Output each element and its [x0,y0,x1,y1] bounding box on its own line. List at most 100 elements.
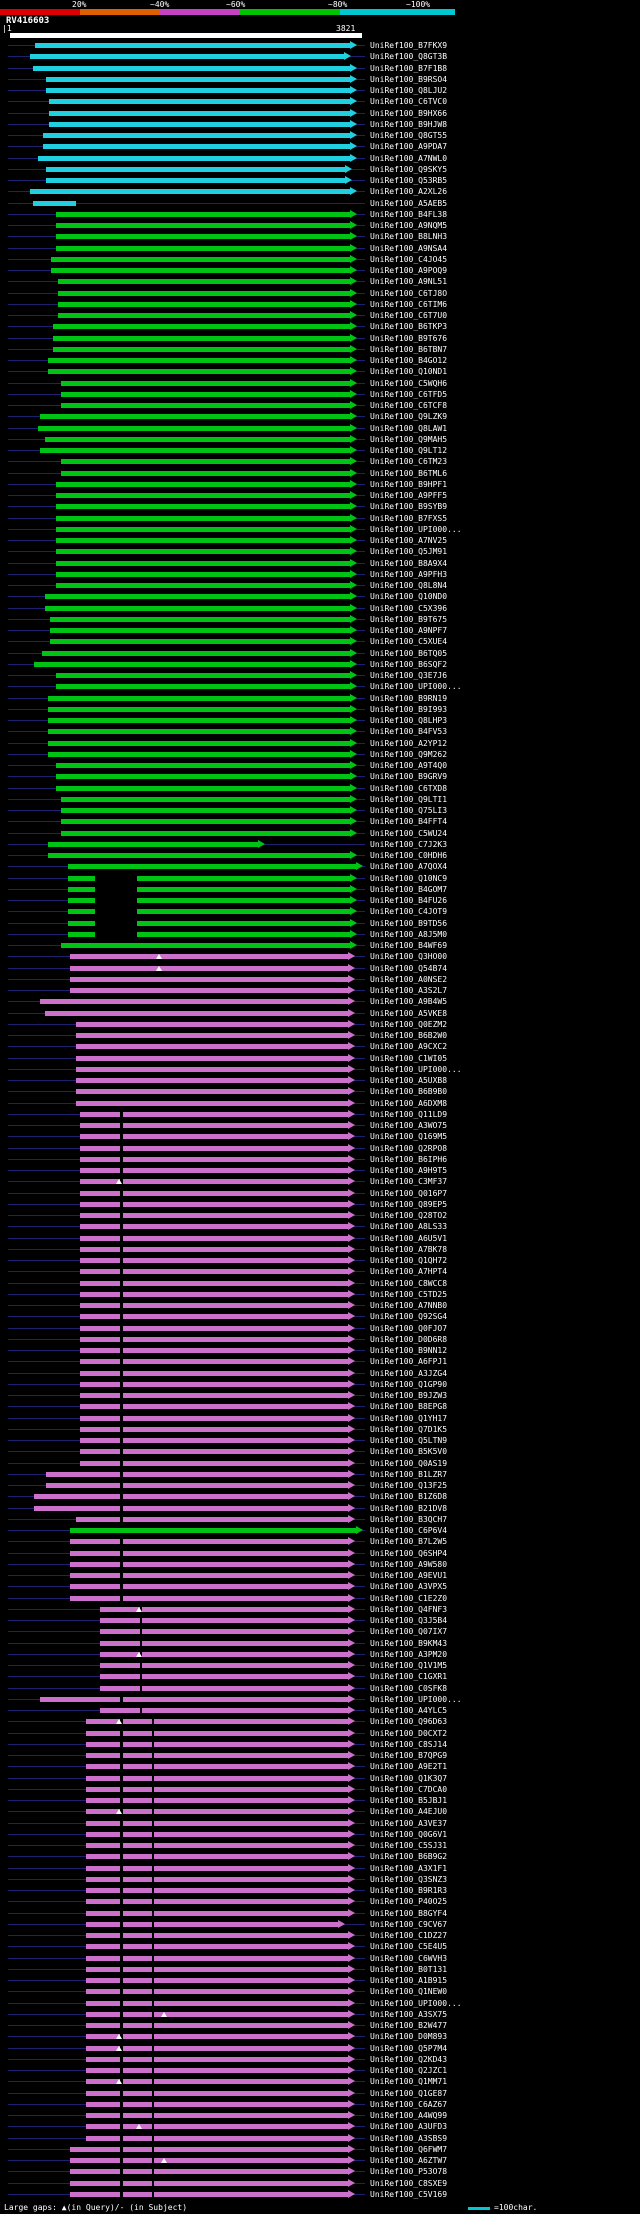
hit-bar[interactable] [86,1888,348,1893]
hit-label[interactable]: UniRef100_B8GYF4 [370,1908,448,1918]
hit-label[interactable]: UniRef100_A8LS33 [370,1222,448,1232]
hit-bar[interactable] [80,1201,348,1207]
hit-bar[interactable] [80,1269,348,1275]
hit-label[interactable]: UniRef100_B6SQF2 [370,659,448,669]
hit-label[interactable]: UniRef100_A2YP12 [370,738,448,748]
hit-label[interactable]: UniRef100_A9NSA4 [370,243,448,253]
hit-label[interactable]: UniRef100_B9SYB9 [370,502,448,512]
hit-bar[interactable] [70,1584,348,1590]
hit-label[interactable]: UniRef100_Q9LTI1 [370,794,448,804]
hit-label[interactable]: UniRef100_C8WCC8 [370,1278,448,1288]
hit-bar[interactable] [48,740,350,746]
hit-label[interactable]: UniRef100_Q9MAH5 [370,434,448,444]
hit-bar[interactable] [80,1314,348,1320]
hit-label[interactable]: UniRef100_B7QPG9 [370,1751,448,1760]
hit-bar[interactable] [49,99,350,105]
hit-label[interactable]: UniRef100_Q169M5 [370,1132,448,1142]
hit-bar[interactable] [56,560,350,566]
hit-bar[interactable] [48,718,350,723]
hit-label[interactable]: UniRef100_C1GXR1 [370,1672,448,1682]
hit-label[interactable]: UniRef100_Q75LI3 [370,806,448,815]
hit-bar[interactable] [70,988,348,993]
hit-label[interactable]: UniRef100_A3SBS9 [370,2133,448,2143]
hit-label[interactable]: UniRef100_Q8GT55 [370,131,448,140]
hit-bar[interactable] [68,931,350,937]
hit-bar[interactable] [80,1325,348,1331]
hit-bar[interactable] [86,2079,348,2085]
hit-bar[interactable] [48,695,350,701]
hit-label[interactable]: UniRef100_Q3HO00 [370,952,448,962]
hit-label[interactable]: UniRef100_A0NSE2 [370,974,448,984]
hit-bar[interactable] [80,1348,348,1353]
hit-label[interactable]: UniRef100_Q5P7M4 [370,2043,448,2053]
hit-bar[interactable] [86,1933,348,1938]
hit-bar[interactable] [58,313,350,318]
hit-label[interactable]: UniRef100_Q13F25 [370,1481,448,1490]
hit-bar[interactable] [80,1415,348,1421]
hit-label[interactable]: UniRef100_B4FU26 [370,896,448,905]
hit-bar[interactable] [61,796,350,802]
hit-label[interactable]: UniRef100_A3SX75 [370,2009,448,2019]
hit-bar[interactable] [80,1235,348,1241]
hit-label[interactable]: UniRef100_A7QOX4 [370,862,448,872]
hit-label[interactable]: UniRef100_B7L2W5 [370,1537,448,1547]
hit-label[interactable]: UniRef100_C6P6V4 [370,1526,448,1535]
hit-bar[interactable] [45,436,350,442]
hit-label[interactable]: UniRef100_UPI000... [370,1694,462,1704]
hit-bar[interactable] [76,1516,348,1522]
hit-label[interactable]: UniRef100_A9T4Q0 [370,761,448,770]
hit-label[interactable]: UniRef100_Q1QH72 [370,1256,448,1265]
hit-label[interactable]: UniRef100_Q1GE87 [370,2088,448,2098]
hit-label[interactable]: UniRef100_B9JZW3 [370,1391,448,1400]
hit-bar[interactable] [86,1786,348,1792]
hit-bar[interactable] [70,1561,348,1567]
hit-bar[interactable] [56,515,350,521]
hit-label[interactable]: UniRef100_Q1GP90 [370,1379,448,1389]
hit-bar[interactable] [50,616,350,622]
hit-label[interactable]: UniRef100_B8A9X4 [370,558,448,568]
hit-label[interactable]: UniRef100_B4FL38 [370,209,448,219]
hit-bar[interactable] [86,1764,348,1770]
hit-label[interactable]: UniRef100_Q6FWM7 [370,2144,448,2154]
hit-bar[interactable] [86,2101,348,2107]
hit-bar[interactable] [86,1921,338,1927]
hit-bar[interactable] [86,2113,348,2118]
hit-bar[interactable] [70,2180,348,2186]
hit-bar[interactable] [51,256,350,262]
hit-label[interactable]: UniRef100_Q10ND0 [370,592,448,602]
hit-bar[interactable] [50,628,350,633]
hit-bar[interactable] [70,1573,348,1578]
hit-label[interactable]: UniRef100_A4EJU0 [370,1807,448,1817]
hit-bar[interactable] [86,2023,348,2028]
hit-bar[interactable] [86,1831,348,1837]
hit-label[interactable]: UniRef100_Q0AS19 [370,1458,448,1468]
hit-label[interactable]: UniRef100_B7FXS5 [370,513,448,523]
hit-label[interactable]: UniRef100_Q10NC9 [370,873,448,883]
hit-label[interactable]: UniRef100_A1B915 [370,1976,448,1985]
hit-bar[interactable] [42,650,350,656]
hit-bar[interactable] [80,1224,348,1230]
hit-label[interactable]: UniRef100_Q1K3Q7 [370,1773,448,1783]
hit-bar[interactable] [48,751,350,757]
hit-label[interactable]: UniRef100_A9NQM5 [370,221,448,230]
hit-label[interactable]: UniRef100_C1WI05 [370,1053,448,1063]
hit-label[interactable]: UniRef100_D0M893 [370,2032,448,2042]
hit-bar[interactable] [80,1404,348,1410]
hit-label[interactable]: UniRef100_A9PDA7 [370,142,448,152]
hit-bar[interactable] [80,1359,348,1365]
hit-bar[interactable] [80,1258,348,1263]
hit-label[interactable]: UniRef100_C1DZ27 [370,1931,448,1940]
hit-label[interactable]: UniRef100_Q9M262 [370,749,448,759]
hit-label[interactable]: UniRef100_C3MF37 [370,1177,448,1187]
hit-label[interactable]: UniRef100_B4FFT4 [370,817,448,827]
hit-label[interactable]: UniRef100_B6B9B0 [370,1087,448,1097]
hit-bar[interactable] [56,538,350,543]
hit-label[interactable]: UniRef100_B7FKX9 [370,41,448,50]
hit-bar[interactable] [100,1618,348,1623]
hit-label[interactable]: UniRef100_C4JO45 [370,254,448,264]
hit-label[interactable]: UniRef100_Q89EP5 [370,1199,448,1209]
hit-label[interactable]: UniRef100_B9RN19 [370,693,448,703]
hit-bar[interactable] [56,549,350,555]
hit-bar[interactable] [43,144,350,150]
hit-label[interactable]: UniRef100_D0D6R8 [370,1334,448,1344]
